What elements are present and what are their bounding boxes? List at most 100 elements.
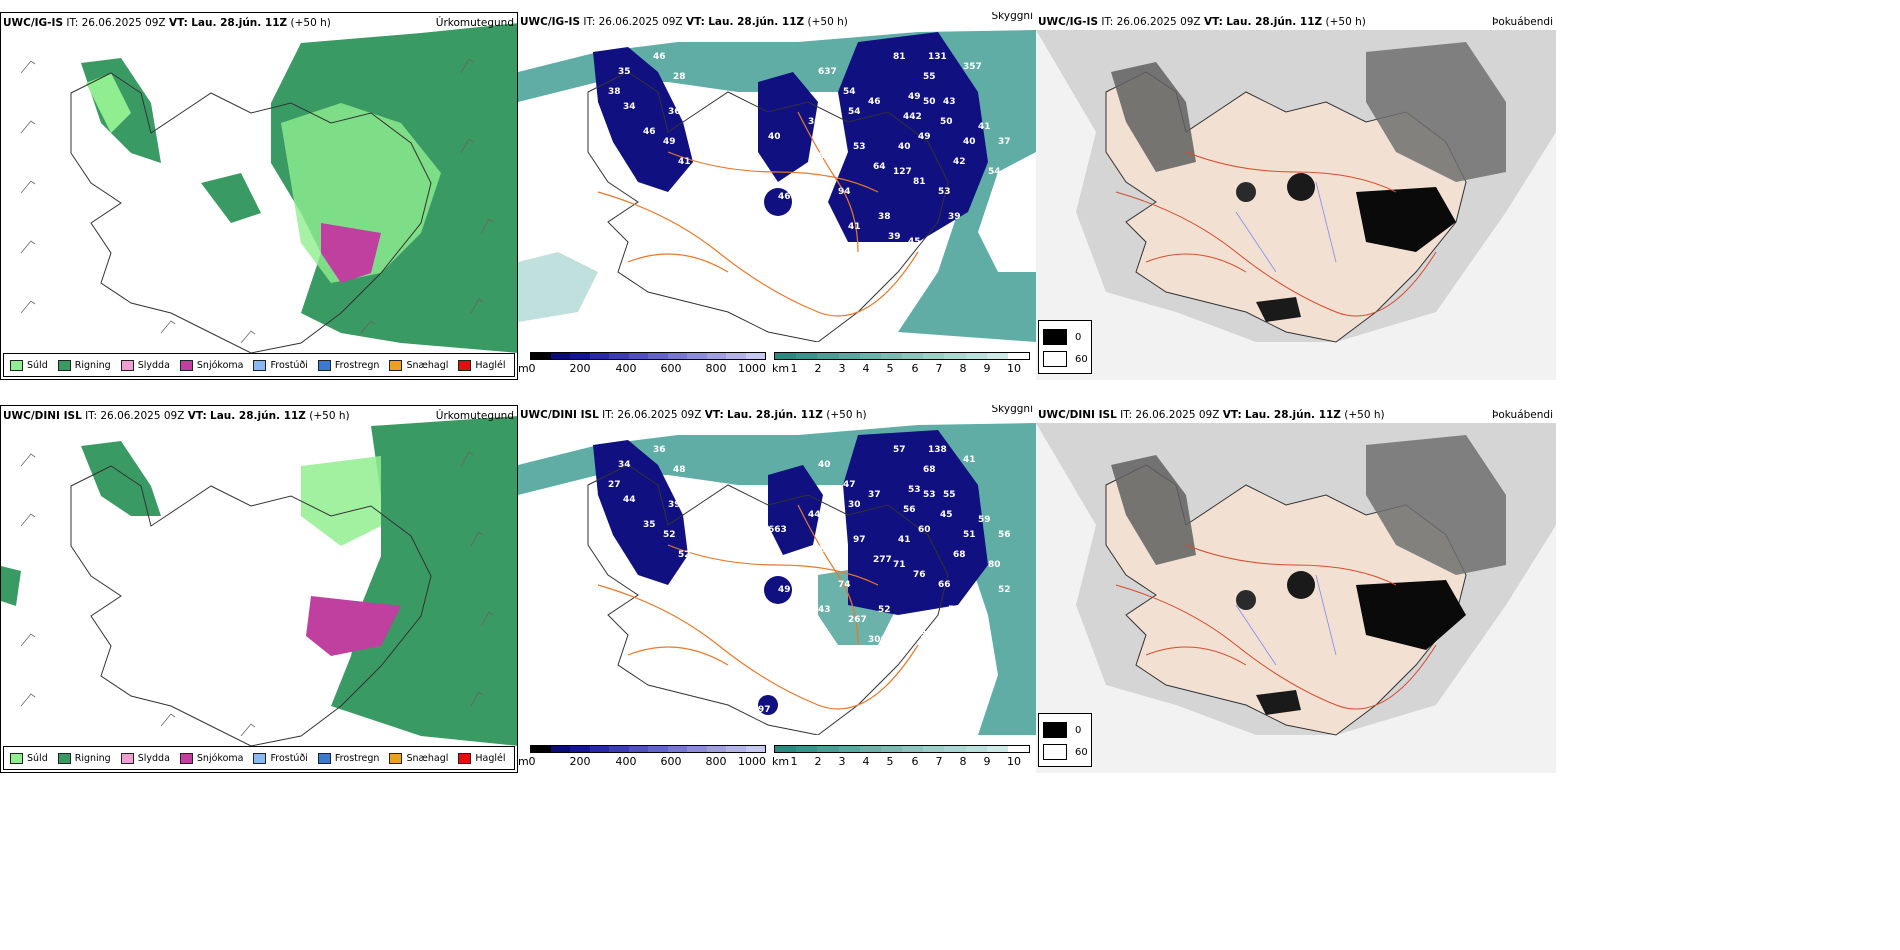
ceiling-value-label: 43 bbox=[943, 97, 956, 107]
fog-legend-label: 60 bbox=[1075, 353, 1088, 365]
ceiling-value-label: 39 bbox=[948, 212, 961, 222]
it-label: IT: bbox=[602, 409, 615, 421]
ceiling-colorbar: m 0 200 400 600 800 1000 bbox=[518, 741, 768, 771]
visibility-panel-row1: UWC/IG-IS IT: 26.06.2025 09Z VT: Lau. 28… bbox=[518, 12, 1036, 380]
lead-time: (+50 h) bbox=[1325, 16, 1366, 28]
visibility-tick: 1 bbox=[790, 755, 798, 768]
ceiling-value-label: 423 bbox=[908, 630, 927, 640]
ceiling-colorbar-segment bbox=[609, 746, 629, 752]
legend-item: Frostúði bbox=[253, 752, 308, 764]
visibility-tick: 8 bbox=[959, 362, 967, 375]
it-label: IT: bbox=[66, 17, 79, 29]
visibility-colorbar-segment bbox=[965, 353, 987, 359]
ceiling-value-label: 68 bbox=[923, 465, 936, 475]
ceiling-value-label: 226 bbox=[998, 192, 1017, 202]
precip-legend: Súld Rigning Slydda Snjókoma Frostúði Fr… bbox=[3, 353, 515, 377]
ceiling-value-label: 49 bbox=[908, 92, 921, 102]
ceiling-value-label: 35 bbox=[643, 520, 656, 530]
visibility-tick: 1 bbox=[790, 362, 798, 375]
model-label: UWC/IG-IS bbox=[3, 17, 64, 29]
fog-swatch bbox=[1043, 722, 1067, 738]
fog-swatch bbox=[1043, 744, 1067, 760]
legend-item: Slydda bbox=[120, 752, 170, 764]
visibility-tick: 7 bbox=[935, 362, 943, 375]
legend-item: Frostúði bbox=[253, 359, 308, 371]
visibility-colorbar-bar bbox=[774, 745, 1030, 753]
visibility-map bbox=[518, 423, 1036, 735]
visibility-colorbar-segment bbox=[880, 353, 903, 359]
ceiling-value-label: 40 bbox=[818, 460, 831, 470]
fog-swatch bbox=[1043, 351, 1067, 367]
ceiling-value-label: 55 bbox=[943, 490, 956, 500]
panel-title: Skyggni bbox=[991, 12, 1034, 22]
ceiling-value-label: 16 bbox=[758, 312, 771, 322]
ceiling-value-label: 12 bbox=[698, 615, 711, 625]
ceiling-value-label: 41 bbox=[978, 122, 991, 132]
panel-header: UWC/DINI ISL IT: 26.06.2025 09Z VT: Lau.… bbox=[520, 409, 867, 421]
visibility-map bbox=[518, 30, 1036, 342]
ceiling-colorbar-segment bbox=[706, 353, 726, 359]
ceiling-value-label: 49 bbox=[918, 132, 931, 142]
ceiling-colorbar-bar bbox=[530, 745, 766, 753]
ceiling-value-label: 46 bbox=[778, 192, 791, 202]
ceiling-colorbar-segment bbox=[589, 353, 609, 359]
ceiling-tick: 1000 bbox=[738, 362, 766, 375]
visibility-colorbar-segment bbox=[796, 746, 818, 752]
visibility-tick: 6 bbox=[911, 362, 919, 375]
legend-item: Snæhagl bbox=[389, 359, 448, 371]
ceiling-colorbar-segment bbox=[648, 746, 668, 752]
valid-time: Lau. 28.jún. 11Z bbox=[1245, 409, 1341, 421]
ceiling-colorbar-segment bbox=[531, 746, 551, 752]
ceiling-value-label: 131 bbox=[928, 52, 947, 62]
visibility-tick: 5 bbox=[886, 755, 894, 768]
ceiling-value-label: 56 bbox=[998, 530, 1011, 540]
legend-swatch bbox=[120, 752, 134, 764]
ceiling-value-label: 51 bbox=[888, 625, 901, 635]
it-label: IT: bbox=[1120, 409, 1133, 421]
precip-panel-row2: UWC/DINI ISL IT: 26.06.2025 09Z VT: Lau.… bbox=[0, 405, 518, 773]
visibility-colorbar-segment bbox=[1007, 353, 1030, 359]
ceiling-colorbar-segment bbox=[550, 353, 570, 359]
ceiling-value-label: 97 bbox=[758, 705, 771, 715]
visibility-tick: 3 bbox=[838, 362, 846, 375]
ceiling-value-label: 52 bbox=[878, 605, 891, 615]
fog-map bbox=[1036, 423, 1556, 773]
ceiling-value-label: 51 bbox=[963, 530, 976, 540]
legend-label: Slydda bbox=[137, 752, 170, 764]
ceiling-value-label: 52 bbox=[998, 585, 1011, 595]
legend-item: Rigning bbox=[57, 752, 111, 764]
lead-time: (+50 h) bbox=[1344, 409, 1385, 421]
legend-label: Haglél bbox=[475, 359, 506, 371]
ceiling-unit: m bbox=[518, 362, 529, 375]
legend-item: Rigning bbox=[57, 359, 111, 371]
ceiling-value-label: 66 bbox=[938, 580, 951, 590]
model-label: UWC/IG-IS bbox=[520, 16, 581, 28]
fog-legend-row: 60 bbox=[1043, 744, 1088, 760]
ceiling-value-label: 56 bbox=[903, 505, 916, 515]
ceiling-value-label: 138 bbox=[928, 445, 947, 455]
ceiling-value-label: 42 bbox=[953, 157, 966, 167]
ceiling-value-label: 44 bbox=[808, 510, 821, 520]
ceiling-tick: 800 bbox=[705, 755, 727, 768]
legend-swatch bbox=[317, 359, 331, 371]
ceiling-value-label: 41 bbox=[963, 455, 976, 465]
visibility-unit: km bbox=[772, 755, 790, 768]
visibility-value-labels: 46 28 35 38 34 36 46 49 41 637 54 46 54 81 131 55 357 49 5… bbox=[518, 12, 1036, 342]
visibility-tick: 6 bbox=[911, 755, 919, 768]
ceiling-value-label: 40 bbox=[898, 142, 911, 152]
visibility-tick: 4 bbox=[862, 362, 870, 375]
ceiling-unit: m bbox=[518, 755, 529, 768]
ceiling-value-label: 50 bbox=[923, 97, 936, 107]
visibility-colorbar: km 1 2 3 4 5 6 7 8 9 10 bbox=[772, 741, 1034, 771]
visibility-colorbar-segment bbox=[1007, 746, 1030, 752]
visibility-tick: 3 bbox=[838, 755, 846, 768]
ceiling-value-label: 52 bbox=[663, 530, 676, 540]
panel-title: Þokuábendi bbox=[1492, 409, 1553, 421]
ceiling-value-label: 46 bbox=[643, 127, 656, 137]
init-time: 26.06.2025 09Z bbox=[1135, 409, 1220, 421]
ceiling-colorbar-segment bbox=[628, 353, 648, 359]
ceiling-value-label: 59 bbox=[978, 515, 991, 525]
ceiling-value-label: 39 bbox=[888, 232, 901, 242]
legend-label: Snæhagl bbox=[406, 752, 449, 764]
ceiling-value-label: 61 bbox=[743, 610, 756, 620]
